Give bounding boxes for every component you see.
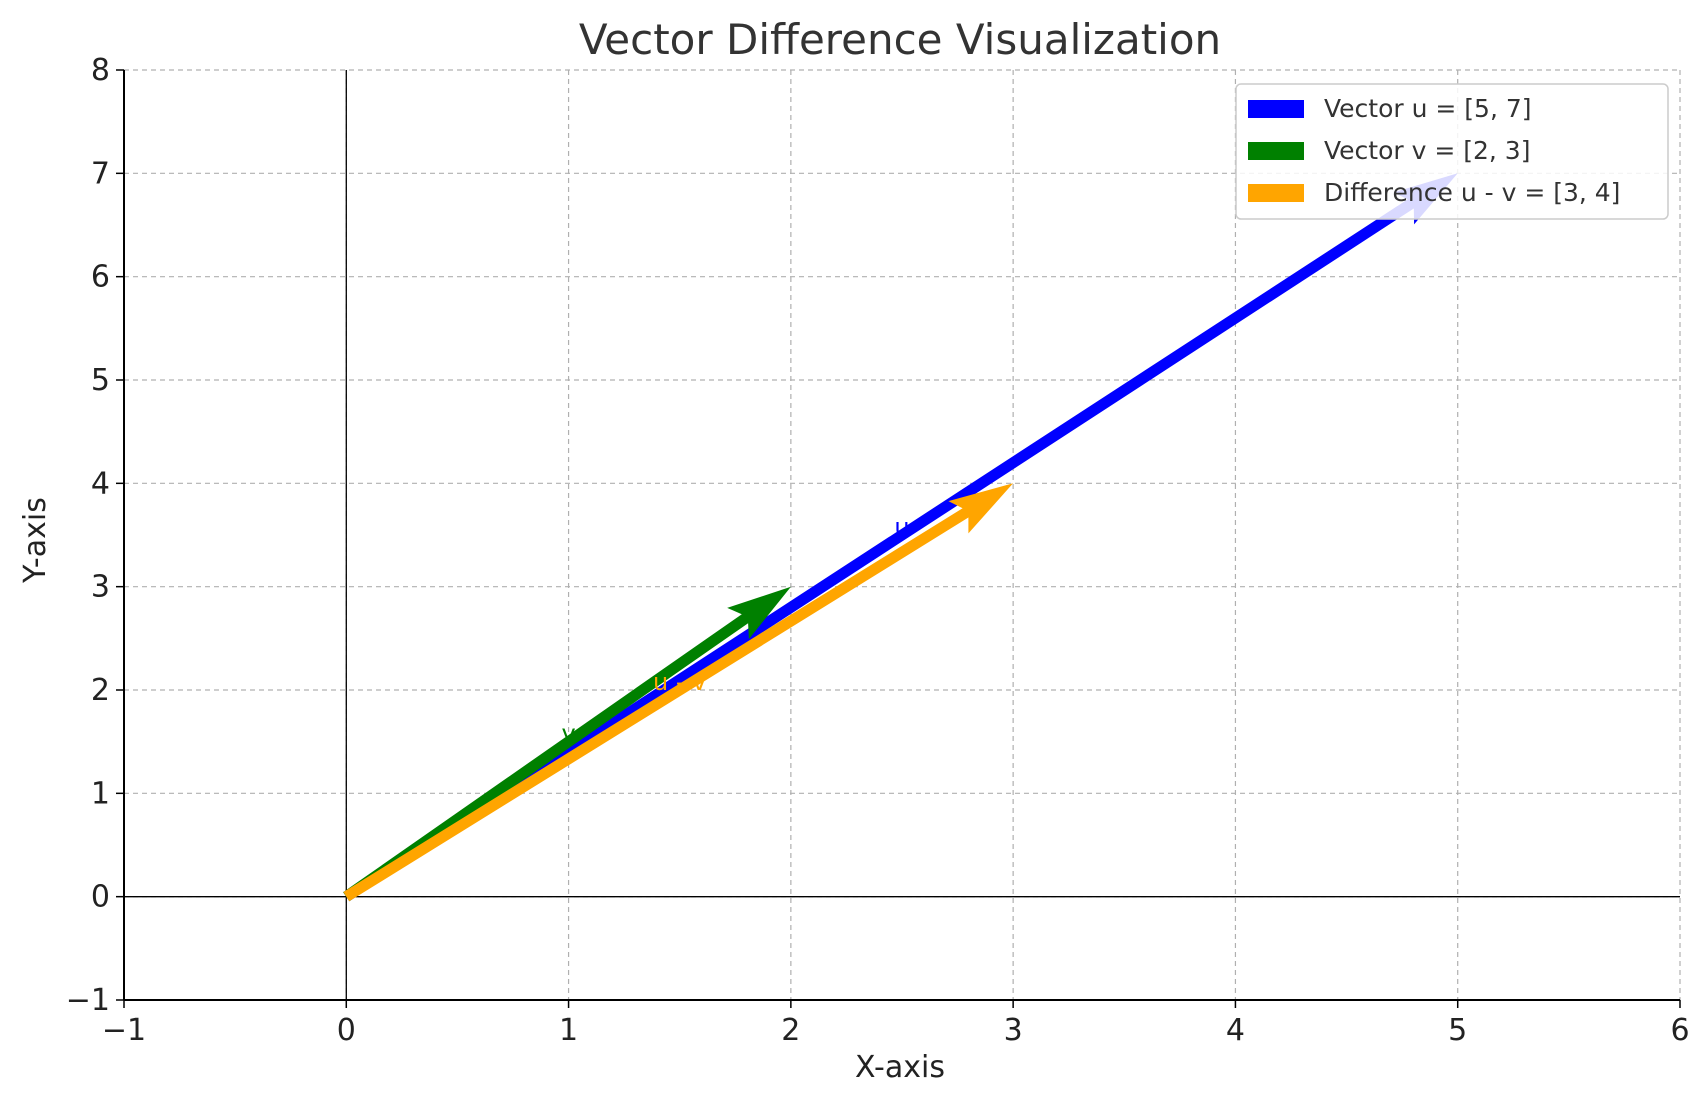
legend-label-v: Vector v = [2, 3] <box>1324 136 1530 165</box>
zero-lines <box>124 70 1680 1000</box>
grid <box>123 69 1681 1001</box>
x-tick-label: 6 <box>1670 1013 1689 1048</box>
vector-difference-arrow <box>343 483 1014 902</box>
x-tick-label: 3 <box>1004 1013 1023 1048</box>
y-tick-label: 6 <box>91 260 110 295</box>
vector-difference-label: u - v <box>653 668 706 696</box>
vector-v-label: v <box>561 720 575 748</box>
vector-u-label: u <box>894 513 909 541</box>
legend-box <box>1235 83 1669 220</box>
vector-u-arrow <box>343 173 1458 902</box>
legend-label-difference: Difference u - v = [3, 4] <box>1324 178 1620 207</box>
legend-label-u: Vector u = [5, 7] <box>1324 94 1532 123</box>
legend-swatch-u <box>1248 100 1304 118</box>
x-tick-label: 2 <box>781 1013 800 1048</box>
x-tick-label: 1 <box>559 1013 578 1048</box>
x-tick-label: 4 <box>1226 1013 1245 1048</box>
legend-swatch-difference <box>1248 184 1304 202</box>
y-tick-label: 0 <box>91 880 110 915</box>
y-tick-label: 5 <box>91 363 110 398</box>
vector-v-arrow <box>343 586 791 902</box>
y-tick-label: 3 <box>91 570 110 605</box>
legend-swatch-v <box>1248 142 1304 160</box>
x-tick-label: 5 <box>1448 1013 1467 1048</box>
axes <box>123 70 1680 1001</box>
y-tick-label: 7 <box>91 156 110 191</box>
vectors <box>343 173 1458 902</box>
chart-title: Vector Difference Visualization <box>579 15 1221 64</box>
x-axis-label: X-axis <box>855 1050 945 1085</box>
x-tick-label: −1 <box>102 1013 146 1048</box>
y-tick-label: −1 <box>66 983 110 1018</box>
y-tick-label: 2 <box>91 673 110 708</box>
legend: Vector u = [5, 7] Vector v = [2, 3] Differ… <box>1235 83 1669 220</box>
y-axis-label: Y-axis <box>18 497 53 584</box>
y-tick-label: 4 <box>91 466 110 501</box>
ticks: −1 0 1 2 3 4 5 6 −1 0 1 2 3 4 5 6 7 8 <box>66 53 1690 1048</box>
y-tick-label: 8 <box>91 53 110 88</box>
vector-labels: u v u - v <box>561 513 909 748</box>
x-tick-label: 0 <box>337 1013 356 1048</box>
y-tick-label: 1 <box>91 776 110 811</box>
